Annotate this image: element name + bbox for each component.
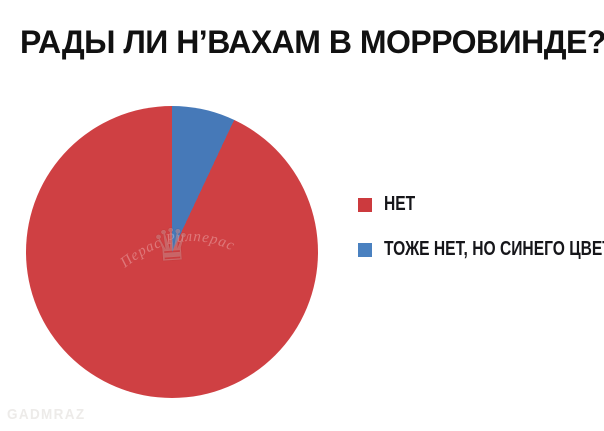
corner-watermark: GADMRAZ	[7, 406, 86, 423]
legend-item-also-no: ТОЖЕ НЕТ, НО СИНЕГО ЦВЕТА	[358, 238, 604, 260]
legend-label-also-no: ТОЖЕ НЕТ, НО СИНЕГО ЦВЕТА	[384, 238, 604, 260]
legend-item-no: НЕТ	[358, 193, 604, 215]
legend: НЕТ ТОЖЕ НЕТ, НО СИНЕГО ЦВЕТА	[358, 193, 604, 287]
legend-swatch-red	[358, 197, 372, 212]
legend-swatch-blue	[358, 242, 372, 257]
chart-title: РАДЫ ЛИ Н’ВАХАМ В МОРРОВИНДЕ?	[20, 24, 604, 60]
legend-label-no: НЕТ	[384, 193, 416, 215]
pie-chart	[26, 106, 318, 398]
